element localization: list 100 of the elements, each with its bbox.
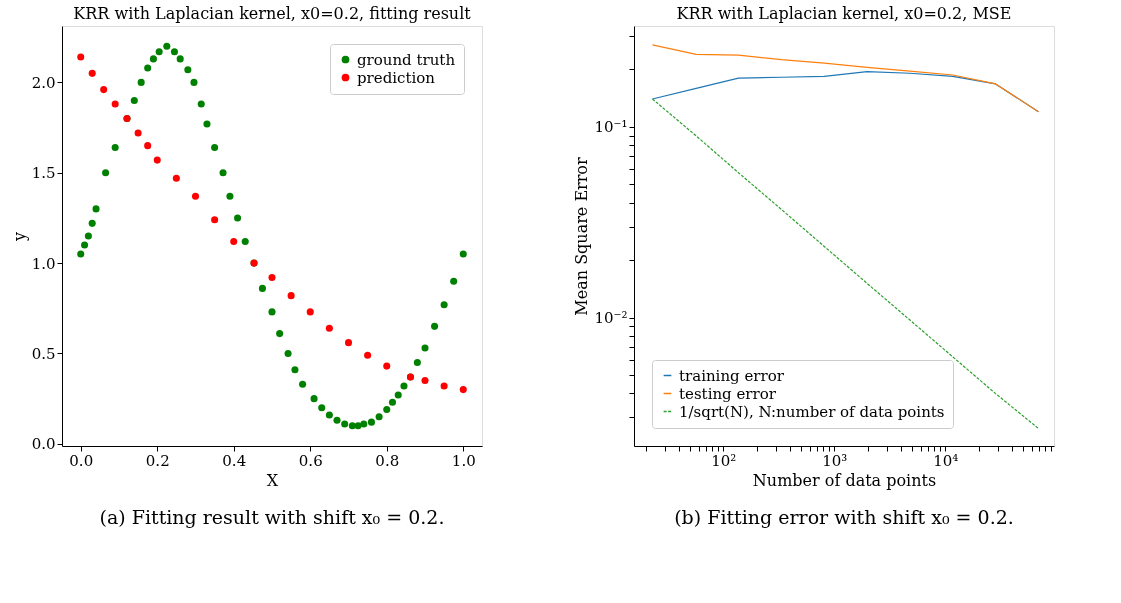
point (344, 339, 353, 347)
line-series (651, 44, 1040, 113)
point (325, 324, 333, 332)
chart-title: KRR with Laplacian kernel, x0=0.2, fitting result (73, 4, 472, 23)
point (431, 322, 439, 330)
chart-title: KRR with Laplacian kernel, x0=0.2, MSE (676, 4, 1012, 23)
point (149, 55, 157, 63)
y-tick-label: 2.0 (31, 73, 56, 92)
point (268, 274, 276, 282)
point (364, 351, 372, 359)
point (197, 100, 205, 108)
x-tick-label: 0.8 (375, 451, 400, 470)
point (459, 386, 467, 394)
point (276, 330, 284, 338)
point (219, 169, 227, 177)
point (172, 174, 180, 182)
point (84, 232, 92, 240)
point (211, 143, 219, 151)
point (226, 192, 234, 200)
point (348, 422, 356, 430)
point (310, 395, 318, 403)
point (190, 78, 198, 86)
point (367, 418, 375, 426)
x-tick-label: 0.6 (298, 451, 323, 470)
x-tick-label: 10⁴ (933, 451, 959, 470)
y-tick-label: 0.0 (31, 435, 56, 454)
point (130, 96, 138, 104)
point (400, 382, 408, 390)
point (144, 142, 152, 150)
point (258, 284, 266, 292)
x-axis-title: X (266, 470, 279, 490)
point (88, 69, 96, 77)
point (341, 420, 349, 428)
point (134, 129, 142, 137)
line-series (651, 98, 1040, 430)
point (102, 169, 110, 177)
point (413, 358, 421, 367)
point (163, 42, 171, 50)
point (333, 416, 341, 424)
point (234, 214, 242, 222)
x-tick-label: 0.4 (222, 451, 247, 470)
point (170, 48, 178, 56)
point (291, 366, 299, 374)
point (375, 413, 383, 421)
point (360, 420, 368, 428)
x-tick-label: 10³ (822, 451, 848, 470)
point (81, 241, 89, 249)
y-tick-label: 10⁻² (594, 309, 628, 328)
legend-label: ground truth (357, 50, 456, 69)
x-tick-label: 10² (711, 451, 737, 470)
x-tick-label: 0.2 (145, 451, 170, 470)
text: (a) Fitting result with shift x₀ = 0.2. (99, 506, 445, 528)
y-tick-label: 10⁻¹ (594, 118, 628, 137)
point (137, 78, 145, 86)
y-tick-label: 0.5 (31, 344, 56, 363)
point (287, 292, 295, 300)
x-tick-label: 0.0 (69, 451, 94, 470)
point (176, 55, 184, 63)
point (299, 380, 307, 388)
point (459, 250, 467, 258)
point (155, 48, 163, 56)
x-axis-title: Number of data points (752, 470, 937, 490)
point (191, 192, 200, 200)
point (92, 205, 100, 213)
point (388, 398, 397, 406)
point (111, 100, 119, 108)
legend-label: testing error (679, 384, 777, 403)
y-tick-label: 1.0 (31, 254, 56, 273)
point (318, 404, 326, 412)
point (421, 377, 429, 385)
point (111, 143, 119, 151)
y-axis-title: y (9, 231, 29, 243)
point (284, 349, 292, 357)
point (325, 411, 333, 419)
x-tick-label: 1.0 (451, 451, 476, 470)
point (268, 308, 276, 316)
point (230, 237, 238, 245)
point (77, 53, 85, 61)
point (203, 120, 211, 128)
point (421, 344, 429, 352)
point (394, 391, 402, 399)
point (450, 277, 458, 285)
y-tick-label: 1.5 (31, 164, 56, 183)
point (383, 405, 391, 414)
point (211, 216, 219, 224)
point (77, 250, 85, 258)
y-axis-title: Mean Square Error (572, 157, 592, 316)
point (440, 382, 448, 390)
point (88, 219, 96, 227)
legend-label: 1/sqrt(N), N:number of data points (679, 402, 945, 421)
legend-label: prediction (357, 68, 436, 87)
point (184, 66, 192, 74)
text: (b) Fitting error with shift x₀ = 0.2. (674, 506, 1014, 528)
point (153, 156, 161, 164)
point (144, 64, 152, 72)
point (440, 301, 448, 309)
point (241, 237, 249, 245)
point (383, 362, 391, 370)
point (306, 308, 314, 316)
point (100, 86, 108, 94)
